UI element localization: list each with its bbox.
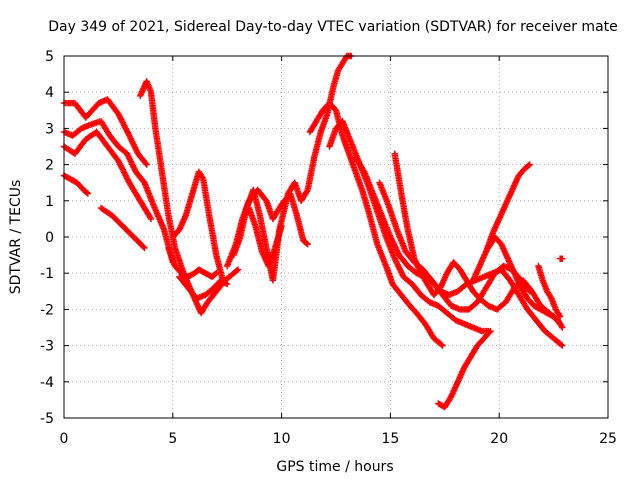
series-track-8	[169, 168, 226, 284]
y-tick-label: 3	[45, 121, 54, 137]
x-axis-label: GPS time / hours	[276, 459, 393, 475]
series-track-9	[176, 273, 231, 302]
data-point	[142, 160, 149, 167]
data-point	[556, 312, 563, 319]
y-tick-label: -4	[40, 375, 54, 391]
data-layer	[60, 52, 566, 411]
y-tick-label: 0	[45, 230, 54, 246]
data-point	[147, 215, 155, 223]
data-point	[84, 190, 92, 197]
series-track-5	[97, 204, 148, 252]
data-point	[147, 214, 154, 221]
data-point	[547, 293, 554, 301]
y-tick-label: 2	[45, 158, 54, 174]
series-track-17	[391, 150, 566, 331]
series-track-19	[469, 161, 533, 284]
data-point	[487, 327, 494, 335]
data-point	[559, 255, 566, 262]
data-point	[83, 189, 90, 196]
series-track-22	[556, 255, 566, 262]
series-track-21	[535, 262, 564, 320]
data-point	[525, 162, 532, 169]
data-point	[234, 266, 242, 273]
y-tick-label: 5	[45, 49, 54, 65]
data-point	[486, 329, 493, 336]
series-track-15	[352, 154, 533, 313]
series-track-1	[60, 96, 150, 168]
data-point	[557, 341, 565, 348]
x-tick-label: 25	[599, 431, 617, 447]
data-point	[559, 324, 566, 331]
y-tick-label: 1	[45, 194, 54, 210]
series-track-3	[60, 128, 155, 223]
data-point	[439, 342, 446, 349]
series-track-18	[435, 327, 494, 411]
x-tick-label: 10	[273, 431, 291, 447]
chart-title: Day 349 of 2021, Sidereal Day-to-day VTE…	[48, 19, 618, 35]
series-track-7	[165, 244, 220, 280]
series-track-11	[230, 52, 355, 284]
data-point	[556, 320, 564, 328]
tick-layer: 0 5 10 15 20 25 -5 -4 -3 -2 -1 0 1 2 3 4 5	[40, 49, 617, 447]
series-track-12	[245, 204, 285, 270]
data-point	[122, 172, 129, 179]
data-point	[526, 161, 533, 168]
x-tick-label: 0	[60, 431, 69, 447]
data-point	[556, 313, 564, 320]
x-tick-label: 15	[381, 431, 399, 447]
data-point	[559, 342, 566, 349]
series-track-13	[306, 99, 446, 349]
data-point	[224, 280, 231, 288]
series-track-20	[485, 233, 564, 328]
data-point	[140, 243, 147, 250]
data-point	[143, 161, 150, 168]
y-tick-label: -5	[40, 411, 54, 427]
data-point	[303, 188, 311, 195]
data-point	[304, 241, 311, 248]
y-tick-label: 4	[45, 85, 54, 101]
data-point	[180, 216, 188, 223]
y-tick-label: -2	[40, 302, 54, 318]
y-tick-label: -3	[40, 339, 54, 355]
data-point	[212, 270, 219, 278]
x-tick-label: 5	[168, 431, 177, 447]
y-axis-label: SDTVAR / TECUs	[8, 180, 24, 295]
y-tick-label: -1	[40, 266, 54, 282]
data-point	[117, 115, 124, 122]
data-point	[438, 341, 445, 348]
data-point	[141, 244, 148, 252]
x-tick-label: 20	[490, 431, 508, 447]
data-point	[555, 319, 563, 326]
series-track-4	[60, 172, 92, 197]
data-point	[122, 125, 129, 132]
data-point	[222, 280, 230, 287]
data-point	[278, 222, 285, 230]
data-point	[303, 240, 310, 247]
data-point	[233, 267, 241, 274]
